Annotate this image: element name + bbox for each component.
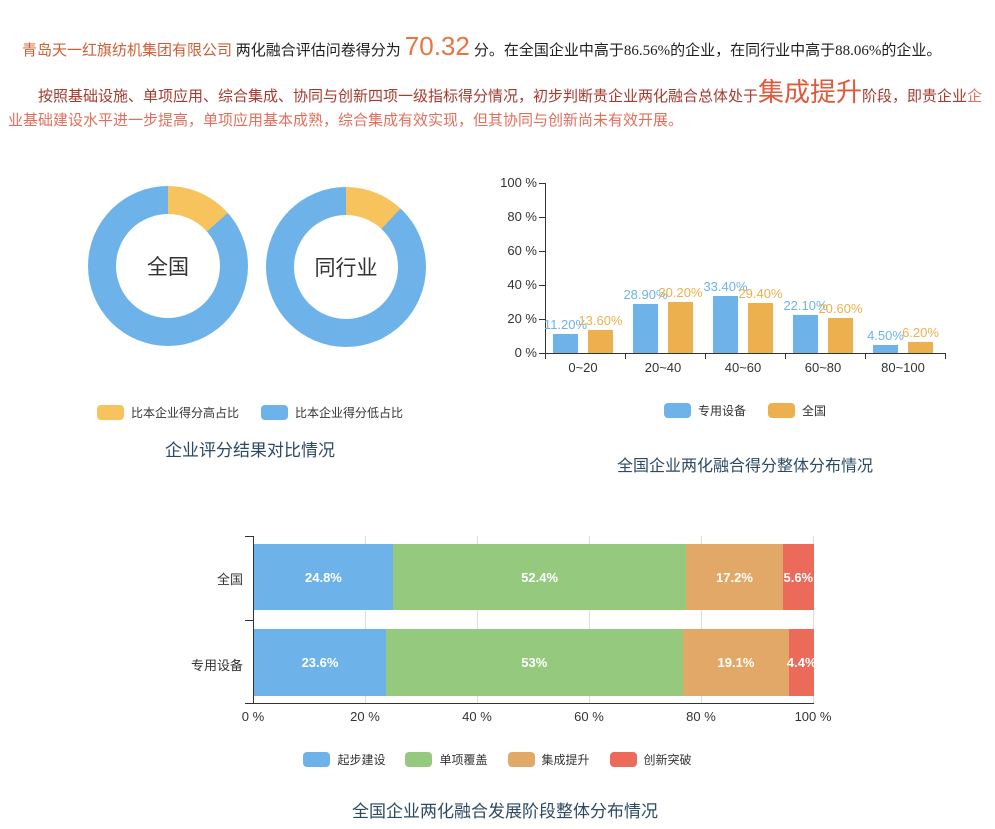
score-distribution-plot [545, 183, 946, 354]
x-axis-tick [625, 354, 626, 359]
x-axis-tick [865, 354, 866, 359]
x-axis-label: 80 % [686, 709, 716, 724]
legend-label: 比本企业得分高占比 [130, 406, 239, 420]
y-axis-tick [245, 619, 253, 621]
stage-lead-text: 按照基础设施、单项应用、综合集成、协同与创新四项一级指标得分情况，初步判断贵企业… [38, 89, 759, 105]
legend-swatch [261, 405, 288, 420]
score-distribution-title: 全国企业两化融合得分整体分布情况 [616, 458, 873, 475]
x-axis-tick [545, 354, 546, 359]
legend-swatch [768, 403, 795, 418]
y-axis-label: 100 % [500, 175, 537, 190]
stage-detail-text: 企业基础建设水平进一步提高，单项应用基本成熟，综合集成有效实现，但其协同与创新尚… [8, 89, 983, 129]
legend-item-创新突破[interactable]: 创新突破 [609, 751, 692, 768]
national-donut-label: 全国 [147, 256, 189, 279]
company-name: 青岛天一红旗纺机集团有限公司 [22, 43, 233, 59]
row-label-专用设备: 专用设备 [190, 657, 243, 673]
legend-swatch [609, 752, 637, 767]
national-donut-hole: 全国 [116, 214, 220, 318]
x-category-label: 20~40 [644, 360, 682, 375]
x-axis-label: 60 % [574, 709, 604, 724]
industry-donut-label: 同行业 [314, 257, 378, 280]
y-axis-label: 40 % [507, 277, 537, 292]
y-axis-label: 80 % [507, 209, 537, 224]
legend-item-专用设备[interactable]: 专用设备 [663, 402, 746, 419]
y-axis-label: 60 % [507, 243, 537, 258]
legend-label: 创新突破 [643, 753, 692, 767]
legend-label: 专用设备 [697, 404, 746, 418]
overall-score-value: 70.32 [404, 31, 470, 61]
legend-item-比本企业得分高占比[interactable]: 比本企业得分高占比 [96, 404, 239, 421]
stage-distribution-title: 全国企业两化融合发展阶段整体分布情况 [352, 802, 658, 821]
y-axis-label: 20 % [507, 311, 537, 326]
stage-mid-text: 阶段，即贵企业 [862, 89, 968, 105]
score-comparison-text: 分。在全国企业中高于86.56%的企业，在同行业中高于88.06%的企业。 [473, 43, 942, 59]
legend-label: 单项覆盖 [439, 753, 488, 767]
legend-item-单项覆盖[interactable]: 单项覆盖 [405, 751, 488, 768]
industry-donut-chart[interactable]: 同行业 [266, 187, 426, 347]
x-axis-tick [705, 354, 706, 359]
score-intro-text: 两化融合评估问卷得分为 [235, 43, 401, 59]
legend-label: 全国 [802, 404, 827, 418]
y-axis-tick [245, 536, 253, 537]
legend-label: 比本企业得分低占比 [295, 406, 404, 420]
row-label-全国: 全国 [216, 572, 243, 587]
x-category-label: 40~60 [724, 360, 762, 375]
y-axis-label: 0 % [514, 345, 537, 360]
donut-legend: 比本企业得分高占比 比本企业得分低占比 [0, 404, 500, 421]
score-summary-paragraph: 青岛天一红旗纺机集团有限公司 两化融合评估问卷得分为 70.32 分。在全国企业中高… [22, 33, 987, 63]
x-axis-label: 40 % [462, 709, 492, 724]
legend-swatch [96, 405, 124, 420]
x-axis-label: 100 % [794, 709, 832, 724]
stage-judgement-paragraph: 按照基础设施、单项应用、综合集成、协同与创新四项一级指标得分情况，初步判断贵企业… [8, 80, 987, 133]
x-axis-label: 20 % [350, 709, 380, 724]
legend-label: 起步建设 [337, 753, 386, 767]
x-category-label: 60~80 [804, 360, 842, 375]
legend-item-起步建设[interactable]: 起步建设 [303, 751, 385, 768]
x-axis-label: 0 % [241, 709, 265, 724]
national-donut-chart[interactable]: 全国 [88, 186, 248, 346]
x-axis-tick [945, 354, 946, 359]
legend-swatch [303, 752, 331, 767]
legend-item-全国[interactable]: 全国 [768, 402, 826, 419]
legend-swatch [405, 752, 433, 767]
donut-section-title: 企业评分结果对比情况 [165, 441, 335, 460]
y-axis-tick [245, 703, 253, 704]
stage-distribution-plot [253, 536, 814, 704]
x-axis-tick [785, 354, 786, 359]
legend-swatch [507, 752, 535, 767]
legend-swatch [663, 403, 691, 418]
stage-name-highlight: 集成提升 [758, 78, 863, 107]
legend-item-比本企业得分低占比[interactable]: 比本企业得分低占比 [261, 404, 403, 421]
score-distribution-legend: 专用设备 全国 [545, 402, 945, 419]
legend-label: 集成提升 [541, 753, 590, 767]
industry-donut-hole: 同行业 [294, 215, 398, 319]
x-category-label: 80~100 [881, 360, 925, 375]
legend-item-集成提升[interactable]: 集成提升 [507, 751, 590, 768]
stage-distribution-legend: 起步建设 单项覆盖 集成提升 创新突破 [0, 751, 995, 768]
x-category-label: 0~20 [568, 360, 598, 375]
